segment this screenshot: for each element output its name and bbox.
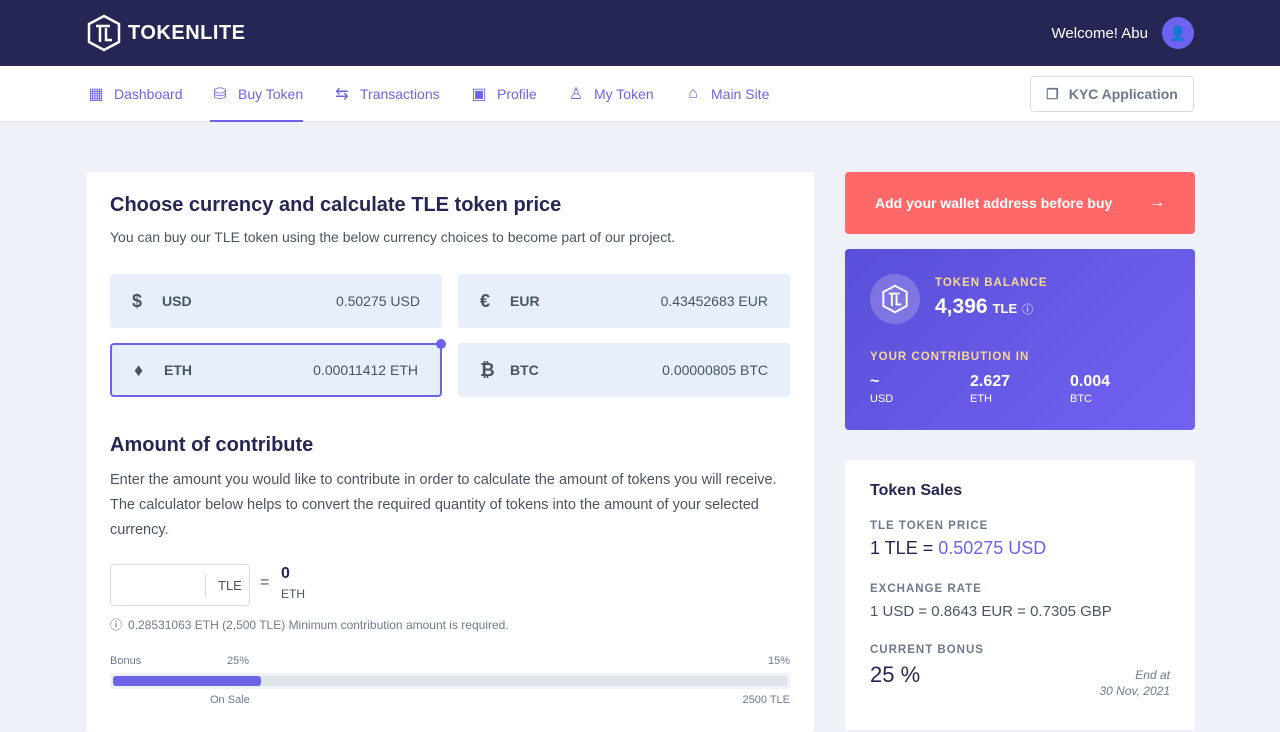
nav-label: Buy Token <box>238 86 304 102</box>
currency-eur[interactable]: € EUR 0.43452683 EUR <box>458 274 790 328</box>
brand-name: TOKENLITE <box>128 21 246 44</box>
logo[interactable]: TOKENLITE <box>86 14 245 52</box>
min-note-text: 0.28531063 ETH (2,500 TLE) Minimum contr… <box>128 617 509 632</box>
contribution-unit: USD <box>870 393 894 405</box>
kyc-application-button[interactable]: ❐ KYC Application <box>1030 76 1194 112</box>
amount-description: Enter the amount you would like to contr… <box>110 472 777 538</box>
bonus-last: 15% <box>767 655 790 667</box>
user-avatar[interactable]: 👤 <box>1162 17 1194 49</box>
contribution-eth: 2.627 ETH <box>970 373 1010 405</box>
currency-btc[interactable]: ₿ BTC 0.00000805 BTC <box>458 343 790 397</box>
kyc-label: KYC Application <box>1068 86 1178 102</box>
add-wallet-button[interactable]: Add your wallet address before buy → <box>845 172 1195 234</box>
result-value: 0 <box>281 565 290 582</box>
balance-unit: TLE <box>992 301 1018 316</box>
dollar-icon: $ <box>132 290 143 311</box>
nav-label: My Token <box>594 86 654 102</box>
currency-usd[interactable]: $ USD 0.50275 USD <box>110 274 442 328</box>
bonus-label: Bonus <box>110 655 142 667</box>
grid-icon: ▦ <box>88 86 104 103</box>
contribution-usd: ~ USD <box>870 373 893 405</box>
exchange-rate: 1 USD = 0.8643 EUR = 0.7305 GBP <box>870 603 1112 620</box>
arrow-right-icon: → <box>1149 194 1165 211</box>
price-prefix: 1 TLE = <box>870 538 934 558</box>
nav-transactions[interactable]: ⇆ Transactions <box>332 66 440 122</box>
nav-buy-token[interactable]: ⛁ Buy Token <box>210 66 304 122</box>
currency-name: EUR <box>510 293 540 309</box>
end-date: 30 Nov, 2021 <box>1099 684 1171 698</box>
nav-label: Profile <box>497 86 537 102</box>
selected-indicator <box>436 339 446 349</box>
buy-token-card: Choose currency and calculate TLE token … <box>86 172 814 732</box>
user-icon: 👤 <box>1169 24 1187 41</box>
exchange-icon: ⇆ <box>335 86 349 103</box>
currency-value: 0.00011412 ETH <box>313 362 418 378</box>
balance-title: TOKEN BALANCE <box>935 277 1048 289</box>
balance-amount: 4,396 <box>935 295 988 318</box>
euro-icon: € <box>480 290 491 311</box>
bonus-progress-fill <box>113 676 262 686</box>
sales-title: Token Sales <box>870 482 963 499</box>
nav-profile[interactable]: ▣ Profile <box>469 66 537 122</box>
page-title: Choose currency and calculate TLE token … <box>110 194 562 216</box>
bonus-progress <box>110 673 790 689</box>
bonus-label: CURRENT BONUS <box>870 644 984 656</box>
logo-icon <box>87 14 121 52</box>
nav-main-site[interactable]: ⌂ Main Site <box>683 66 769 122</box>
document-icon: ❐ <box>1046 85 1059 102</box>
bitcoin-icon: ₿ <box>480 359 495 380</box>
input-unit: TLE <box>205 575 242 597</box>
wallet-label: Add your wallet address before buy <box>875 195 1113 211</box>
nav-label: Dashboard <box>114 86 183 102</box>
currency-value: 0.43452683 EUR <box>660 293 768 309</box>
min-note: ⓘ 0.28531063 ETH (2,500 TLE) Minimum cont… <box>110 616 509 633</box>
currency-name: USD <box>162 293 192 309</box>
current-bonus: 25 % <box>870 662 921 687</box>
main-nav: ▦ Dashboard ⛁ Buy Token ⇆ Transactions ▣ Pro… <box>0 66 1280 122</box>
info-icon[interactable]: ⓘ <box>1022 304 1034 316</box>
contribution-value: 2.627 <box>970 373 1011 390</box>
price-label: TLE TOKEN PRICE <box>870 520 989 532</box>
info-icon: ⓘ <box>110 618 123 632</box>
on-sale-label: On Sale <box>210 694 250 706</box>
welcome-text: Welcome! Abu <box>1051 24 1148 42</box>
amount-title: Amount of contribute <box>110 434 314 456</box>
token-amount-input[interactable]: TLE <box>110 564 250 606</box>
contribution-value: 0.004 <box>1070 373 1111 390</box>
sale-limit: 2500 TLE <box>742 694 790 706</box>
coins-icon: ⛁ <box>213 86 227 103</box>
currency-value: 0.00000805 BTC <box>662 362 768 378</box>
result-unit: ETH <box>281 587 305 601</box>
nav-label: Main Site <box>711 86 770 102</box>
currency-name: ETH <box>164 362 192 378</box>
bonus-first: 25% <box>227 655 250 667</box>
nav-dashboard[interactable]: ▦ Dashboard <box>86 66 183 122</box>
top-bar: TOKENLITE Welcome! Abu 👤 <box>0 0 1280 66</box>
currency-value: 0.50275 USD <box>335 293 420 309</box>
currency-name: BTC <box>510 362 539 378</box>
end-label: End at <box>1135 668 1170 682</box>
rate-label: EXCHANGE RATE <box>870 583 982 595</box>
price-value: 0.50275 USD <box>938 538 1047 558</box>
contribution-value: ~ <box>870 373 880 390</box>
profile-icon: ▣ <box>471 86 487 103</box>
page-subtitle: You can buy our TLE token using the belo… <box>110 229 675 245</box>
token-logo-icon <box>870 274 920 324</box>
token-sales-card: Token Sales TLE TOKEN PRICE 1 TLE = 0.50… <box>845 460 1195 730</box>
contribution-title: YOUR CONTRIBUTION IN <box>870 351 1030 363</box>
currency-eth[interactable]: ♦ ETH 0.00011412 ETH <box>110 339 446 397</box>
nav-label: Transactions <box>360 86 440 102</box>
user-coins-icon: ♙ <box>568 86 584 103</box>
ethereum-icon: ♦ <box>134 359 144 380</box>
contribution-btc: 0.004 BTC <box>1070 373 1110 405</box>
token-balance-card: TOKEN BALANCE 4,396 TLE ⓘ YOUR CONTRIBUT… <box>845 249 1195 430</box>
contribution-unit: ETH <box>970 393 992 405</box>
nav-my-token[interactable]: ♙ My Token <box>566 66 654 122</box>
contribution-unit: BTC <box>1070 393 1092 405</box>
home-icon: ⌂ <box>688 85 698 102</box>
equals-sign: = <box>260 574 270 591</box>
